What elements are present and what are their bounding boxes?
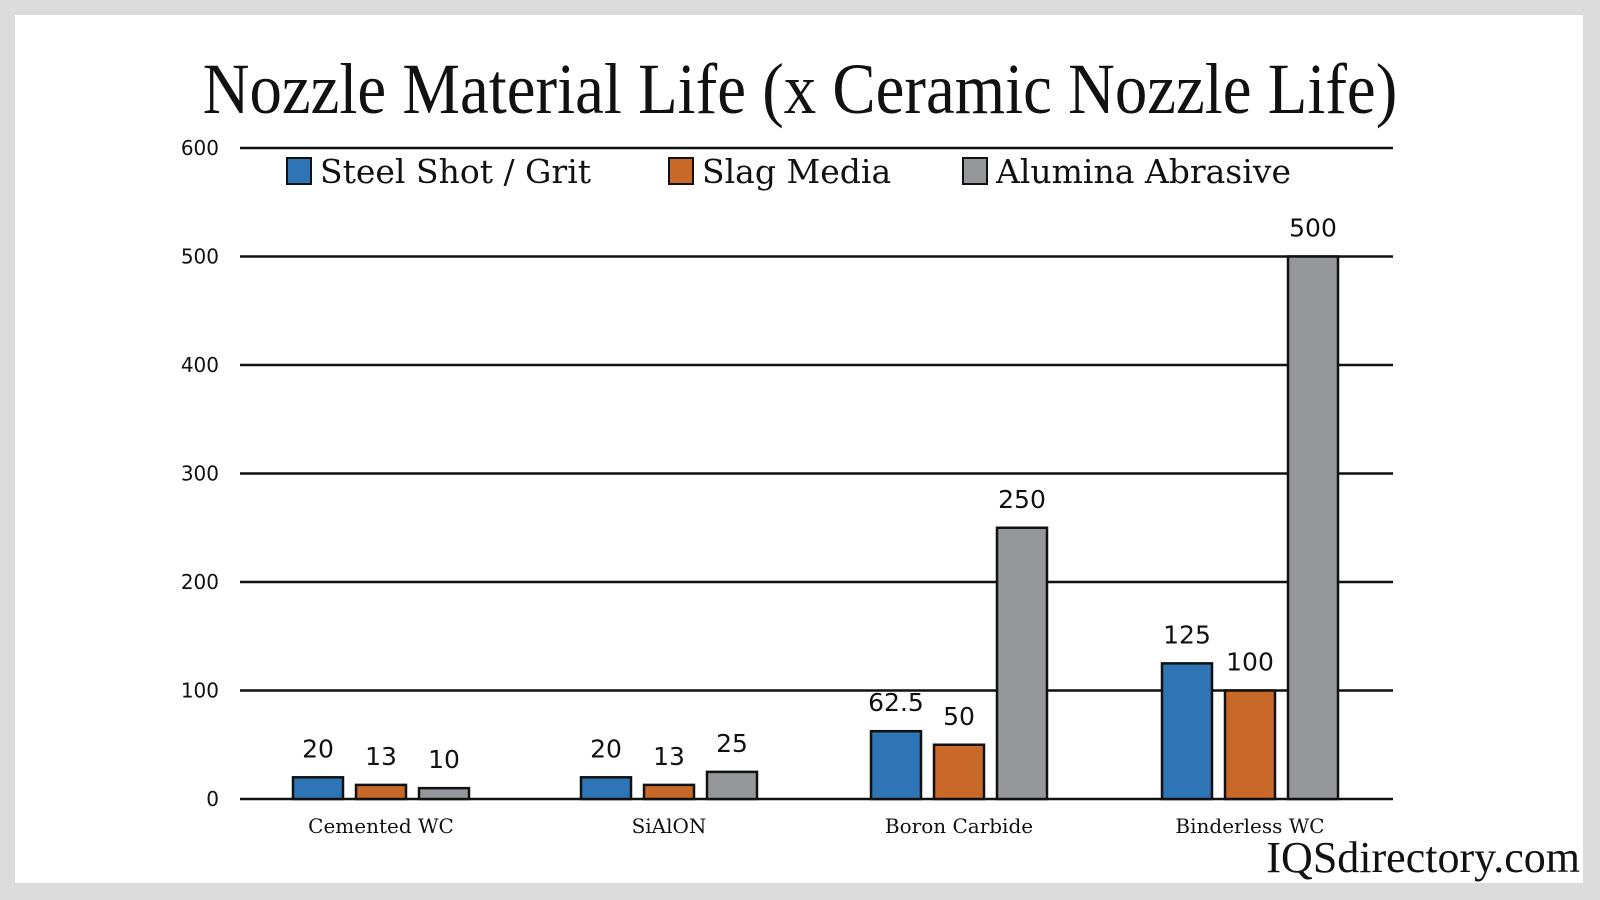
x-tick-label: Cemented WC <box>308 814 454 838</box>
bar <box>1160 662 1214 801</box>
data-label: 100 <box>1226 648 1274 677</box>
data-label: 250 <box>998 485 1046 514</box>
data-label: 125 <box>1163 620 1211 649</box>
y-tick-label: 100 <box>181 679 219 703</box>
bar <box>579 776 633 801</box>
y-tick-label: 0 <box>206 787 219 811</box>
y-tick-label: 600 <box>181 136 219 160</box>
bar <box>417 786 471 801</box>
data-label: 20 <box>590 734 622 763</box>
bar <box>932 743 986 801</box>
legend-swatch <box>962 157 988 185</box>
data-label: 20 <box>302 734 334 763</box>
chart-title: Nozzle Material Life (x Ceramic Nozzle L… <box>202 49 1398 129</box>
data-label: 10 <box>428 745 460 774</box>
y-tick-label: 500 <box>181 245 219 269</box>
legend-swatch <box>286 157 312 185</box>
bar <box>869 729 923 801</box>
bar <box>705 770 759 801</box>
data-label: 13 <box>365 742 397 771</box>
data-label: 62.5 <box>868 688 924 717</box>
x-tick-label: Binderless WC <box>1175 814 1324 838</box>
legend-label: Steel Shot / Grit <box>320 152 591 191</box>
x-tick-label: SiAlON <box>632 814 707 838</box>
data-label: 13 <box>653 742 685 771</box>
watermark: IQSdirectory.com <box>1266 833 1580 882</box>
data-label: 25 <box>716 729 748 758</box>
x-tick-label: Boron Carbide <box>885 814 1033 838</box>
bar <box>1223 689 1277 801</box>
bar <box>1286 255 1340 801</box>
bar <box>291 776 345 801</box>
data-label: 50 <box>943 702 975 731</box>
legend-swatch <box>668 157 694 185</box>
y-tick-label: 200 <box>181 570 219 594</box>
bar <box>995 526 1049 801</box>
y-tick-label: 400 <box>181 353 219 377</box>
bar <box>354 783 408 801</box>
y-tick-label: 300 <box>181 462 219 486</box>
legend-label: Alumina Abrasive <box>995 152 1291 191</box>
legend-label: Slag Media <box>702 152 891 191</box>
data-label: 500 <box>1289 214 1337 243</box>
bar <box>642 783 696 801</box>
